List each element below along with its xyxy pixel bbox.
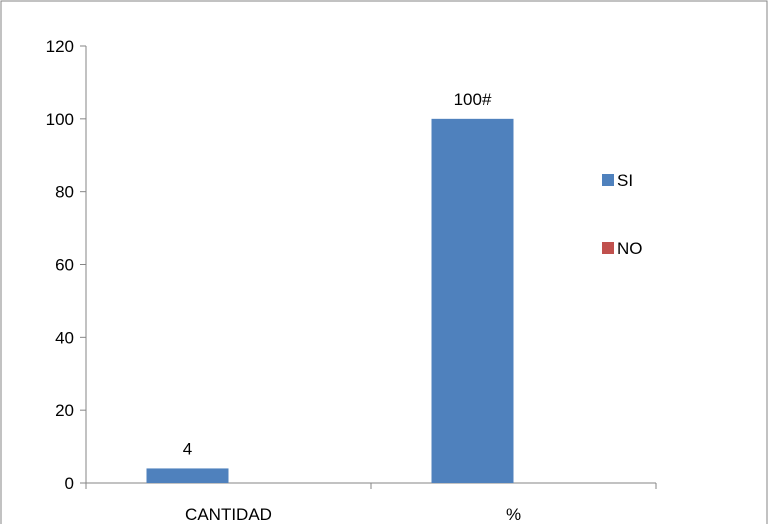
legend: SI NO — [602, 171, 643, 258]
legend-label-no: NO — [617, 239, 643, 258]
legend-swatch-no — [602, 242, 614, 254]
bar-si-0 — [146, 468, 229, 483]
bar-si-1 — [431, 118, 514, 483]
y-tick-label: 20 — [55, 401, 74, 420]
y-tick-label: 60 — [55, 256, 74, 275]
data-labels: 4 100# — [183, 90, 492, 459]
data-label: 4 — [183, 439, 192, 458]
y-tick-label: 0 — [65, 474, 74, 493]
x-category-label: % — [506, 505, 521, 524]
y-tick-label: 100 — [46, 110, 74, 129]
bars — [146, 118, 514, 483]
legend-swatch-si — [602, 174, 614, 186]
data-label: 100# — [454, 90, 492, 109]
y-axis: 0 20 40 60 80 100 120 — [46, 37, 87, 493]
x-axis: CANTIDAD% — [85, 482, 657, 524]
legend-label-si: SI — [617, 171, 633, 190]
y-tick-label: 120 — [46, 37, 74, 56]
y-tick-label: 80 — [55, 183, 74, 202]
x-category-label: CANTIDAD — [185, 505, 272, 524]
y-tick-label: 40 — [55, 328, 74, 347]
